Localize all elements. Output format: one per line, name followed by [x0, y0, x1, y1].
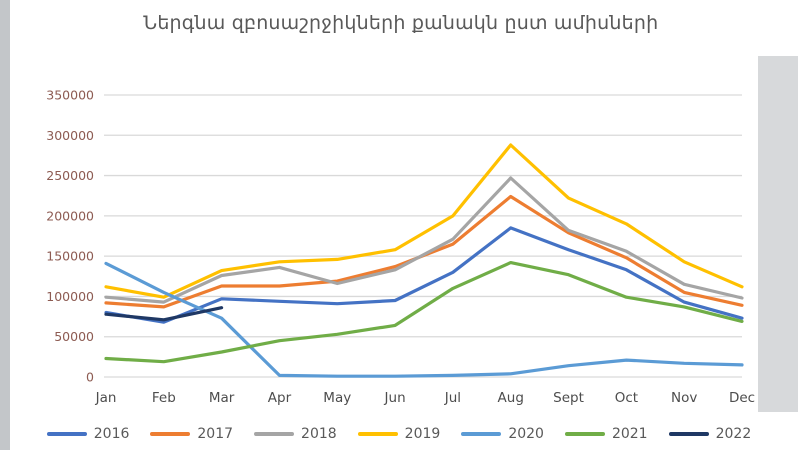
y-tick-label-50000: 50000 — [54, 329, 94, 344]
legend-label-2017: 2017 — [197, 426, 234, 442]
legend-swatch-2021 — [564, 432, 605, 436]
y-tick-label-350000: 350000 — [46, 88, 94, 103]
x-tick-label-may: May — [323, 390, 351, 406]
x-tick-label-oct: Oct — [615, 390, 638, 406]
x-tick-label-jun: Jun — [384, 390, 406, 406]
x-tick-label-nov: Nov — [671, 390, 697, 406]
y-tick-label-150000: 150000 — [46, 249, 94, 264]
series-line-2019 — [104, 143, 744, 299]
legend-label-2021: 2021 — [611, 426, 648, 442]
legend-swatch-2018 — [254, 432, 295, 436]
legend-item-2020: 2020 — [461, 426, 544, 442]
x-tick-label-jul: Jul — [444, 390, 461, 406]
legend-label-2020: 2020 — [508, 426, 544, 442]
legend-swatch-2019 — [357, 432, 398, 436]
x-tick-label-feb: Feb — [152, 390, 176, 406]
screen-edge-left-strip — [0, 0, 10, 450]
x-tick-label-dec: Dec — [729, 390, 755, 406]
y-tick-label-100000: 100000 — [46, 289, 94, 304]
chart-legend: 2016 2017 2018 2019 2020 2021 2022 — [0, 426, 798, 442]
x-tick-label-mar: Mar — [209, 390, 235, 406]
legend-item-2022: 2022 — [668, 426, 752, 442]
y-tick-label-0: 0 — [86, 370, 94, 385]
legend-label-2016: 2016 — [93, 426, 130, 442]
legend-swatch-2017 — [150, 432, 191, 436]
legend-item-2019: 2019 — [357, 426, 441, 442]
legend-label-2019: 2019 — [404, 426, 441, 442]
y-tick-label-300000: 300000 — [46, 128, 94, 143]
x-tick-label-apr: Apr — [268, 390, 292, 406]
chart-title: Ներգնա զբոսաշրջիկների քանակն ըստ ամիսներ… — [143, 12, 659, 34]
series-line-2018 — [104, 176, 744, 304]
x-tick-label-jan: Jan — [95, 390, 117, 406]
y-tick-label-250000: 250000 — [46, 168, 94, 183]
legend-label-2018: 2018 — [301, 426, 337, 442]
series-line-2016 — [104, 226, 744, 324]
x-tick-label-sept: Sept — [553, 390, 584, 406]
series-line-2021 — [104, 261, 744, 364]
legend-label-2022: 2022 — [715, 426, 752, 442]
legend-swatch-2020 — [461, 432, 502, 436]
y-tick-label-200000: 200000 — [46, 208, 94, 223]
series-line-2020 — [104, 261, 744, 378]
series-line-2017 — [104, 194, 744, 309]
legend-item-2018: 2018 — [254, 426, 337, 442]
legend-item-2017: 2017 — [150, 426, 233, 442]
legend-swatch-2016 — [46, 432, 87, 436]
x-tick-label-aug: Aug — [498, 390, 524, 406]
legend-item-2021: 2021 — [564, 426, 648, 442]
screen-edge-right-strip — [757, 56, 798, 412]
series-line-2022 — [104, 306, 224, 322]
legend-swatch-2022 — [668, 432, 709, 436]
legend-item-2016: 2016 — [46, 426, 130, 442]
